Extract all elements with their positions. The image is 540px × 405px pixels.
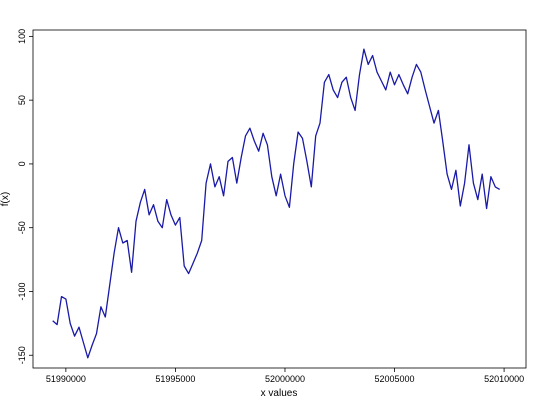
x-tick-label: 52010000: [484, 374, 524, 384]
y-axis-title: f(x): [0, 192, 11, 206]
y-tick-label: 0: [17, 161, 27, 166]
y-tick-label: -150: [17, 346, 27, 364]
y-tick-label: -100: [17, 282, 27, 300]
x-axis: 51990000 51995000 52000000 52005000 52010000: [46, 368, 524, 384]
series-layer: [52, 48, 501, 359]
y-tick-label: 100: [17, 29, 27, 44]
x-axis-title: x values: [261, 388, 298, 399]
x-tick-label: 51995000: [155, 374, 195, 384]
y-tick-label: 50: [17, 95, 27, 105]
x-tick-label: 51990000: [46, 374, 86, 384]
y-axis: -150 -100 -50 0 50 100: [17, 29, 33, 364]
plot-frame: [32, 29, 527, 369]
series-line: [52, 48, 501, 359]
x-tick-label: 52005000: [375, 374, 415, 384]
x-tick-label: 52000000: [265, 374, 305, 384]
y-tick-label: -50: [17, 221, 27, 234]
